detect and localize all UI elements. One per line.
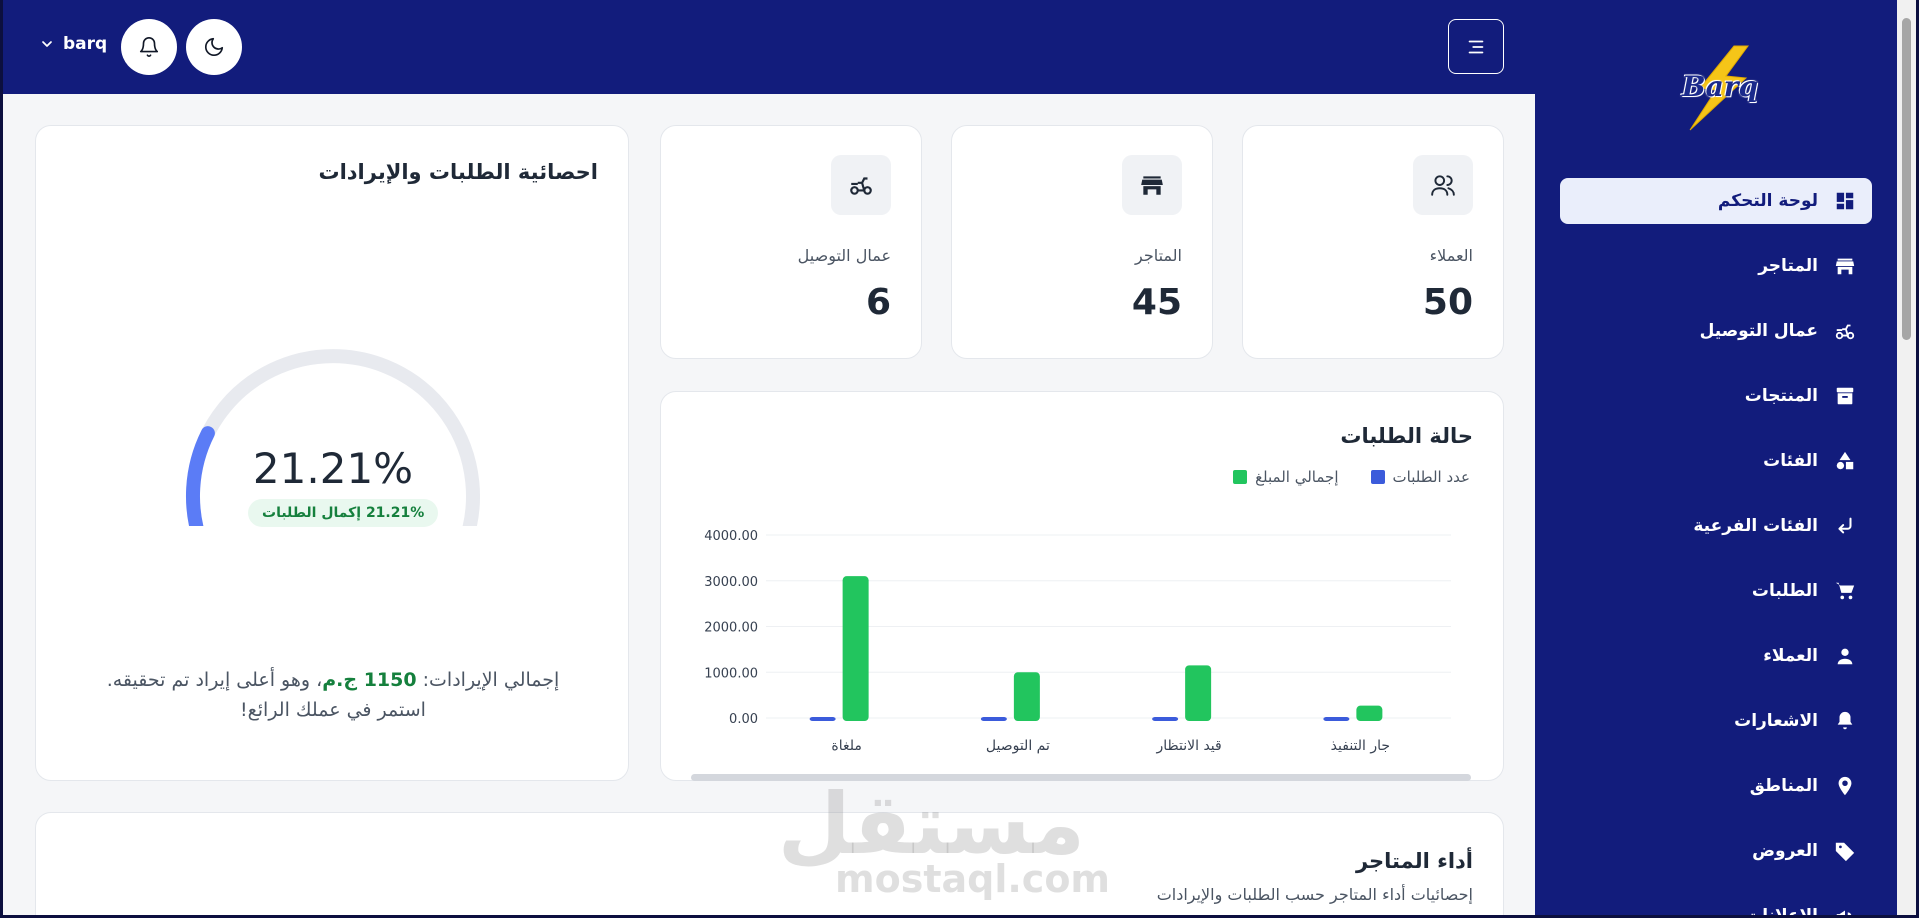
bar-order-count[interactable] — [1152, 717, 1179, 721]
location-pin-icon — [1832, 773, 1858, 799]
orders-card-title: حالة الطلبات — [1340, 424, 1473, 448]
bell-icon — [139, 37, 159, 57]
page-scrollbar[interactable] — [1897, 0, 1916, 918]
revenue-summary: إجمالي الإيرادات: 1150 ج.م، وهو أعلى إير… — [33, 665, 633, 725]
menu-toggle-button[interactable] — [1448, 19, 1504, 74]
bar-total-amount[interactable] — [1185, 665, 1212, 721]
bar-order-count[interactable] — [809, 717, 836, 721]
revenue-card: احصائية الطلبات والإيرادات 21.21% 21.21%… — [35, 125, 629, 781]
username: barq — [63, 34, 108, 54]
sidebar-nav: لوحة التحكم المتاجر عمال التوصيل المنتجا… — [1560, 178, 1872, 918]
chart-legend: إجمالي المبلغ عدد الطلبات — [1233, 468, 1470, 486]
users-icon — [1413, 155, 1473, 215]
moon-icon — [204, 37, 224, 57]
sidebar-item-products[interactable]: المنتجات — [1560, 373, 1872, 419]
y-tick-label: 3000.00 — [704, 575, 758, 590]
x-tick-label: تم التوصيل — [986, 738, 1050, 754]
sidebar-item-categories[interactable]: الفئات — [1560, 438, 1872, 484]
revenue-encouragement: استمر في عملك الرائع! — [240, 699, 426, 721]
chart-horizontal-scrollbar[interactable] — [691, 774, 1471, 781]
sidebar-item-drivers[interactable]: عمال التوصيل — [1560, 308, 1872, 354]
store-icon — [1832, 253, 1858, 279]
scrollbar-thumb[interactable] — [1902, 18, 1911, 340]
sidebar-item-notifications[interactable]: الاشعارات — [1560, 698, 1872, 744]
gauge-percent: 21.21% — [252, 444, 414, 493]
stat-card-stores: المتاجر 45 — [951, 125, 1213, 359]
stores-card-title: أداء المتاجر — [1355, 849, 1473, 873]
stat-value: 45 — [1131, 282, 1182, 323]
bell-icon — [1832, 708, 1858, 734]
bar-total-amount[interactable] — [842, 576, 869, 721]
user-menu[interactable]: barq — [39, 34, 107, 54]
y-tick-label: 2000.00 — [704, 621, 758, 636]
stat-label: العملاء — [1429, 246, 1473, 265]
stores-card-subtitle: إحصائيات أداء المتاجر حسب الطلبات والإير… — [1156, 885, 1473, 904]
stat-value: 50 — [1422, 282, 1473, 323]
bar-order-count[interactable] — [980, 717, 1007, 721]
store-icon — [1122, 155, 1182, 215]
tag-icon — [1832, 838, 1858, 864]
sidebar-item-regions[interactable]: المناطق — [1560, 763, 1872, 809]
person-icon — [1832, 643, 1858, 669]
y-tick-label: 4000.00 — [704, 529, 758, 544]
archive-box-icon — [1832, 383, 1858, 409]
bar-total-amount[interactable] — [1013, 672, 1040, 721]
delivery-scooter-icon — [1832, 318, 1858, 344]
delivery-scooter-icon — [831, 155, 891, 215]
sidebar: Barq لوحة التحكم المتاجر عمال التوصيل ال… — [1535, 0, 1897, 918]
legend-swatch — [1370, 470, 1385, 484]
bar-order-count[interactable] — [1323, 717, 1350, 721]
y-tick-label: 0.00 — [729, 712, 758, 727]
stat-label: المتاجر — [1135, 246, 1182, 265]
cart-icon — [1832, 578, 1858, 604]
completion-gauge — [185, 349, 480, 526]
dashboard-icon — [1832, 188, 1858, 214]
sidebar-item-stores[interactable]: المتاجر — [1560, 243, 1872, 289]
revenue-card-title: احصائية الطلبات والإيرادات — [318, 160, 598, 184]
notifications-button[interactable] — [121, 19, 177, 75]
menu-icon — [1468, 40, 1484, 53]
revenue-amount: 1150 ج.م — [322, 669, 417, 691]
sidebar-item-dashboard[interactable]: لوحة التحكم — [1560, 178, 1872, 224]
x-tick-label: قيد الانتظار — [1156, 738, 1222, 754]
barq-logo — [1689, 45, 1749, 131]
legend-label[interactable]: إجمالي المبلغ — [1255, 468, 1339, 486]
stat-value: 6 — [865, 282, 891, 323]
completion-badge: 21.21% إكمال الطلبات — [248, 499, 439, 527]
sidebar-item-subcategories[interactable]: الفئات الفرعية — [1560, 503, 1872, 549]
logo-text: Barq — [1681, 70, 1759, 103]
bar-total-amount[interactable] — [1356, 705, 1383, 721]
legend-swatch — [1233, 470, 1248, 484]
sidebar-item-ads[interactable]: الإعلانات — [1560, 893, 1872, 918]
x-tick-label: ملغاة — [831, 738, 862, 754]
gauge-fill — [185, 426, 215, 526]
stores-performance-card: أداء المتاجر إحصائيات أداء المتاجر حسب ا… — [35, 812, 1504, 918]
orders-bar-chart: 4000.00 3000.00 2000.00 1000.00 0.00 جار التن… — [704, 529, 1451, 754]
sidebar-item-customers[interactable]: العملاء — [1560, 633, 1872, 679]
sidebar-item-offers[interactable]: العروض — [1560, 828, 1872, 874]
stat-card-customers: العملاء 50 — [1242, 125, 1504, 359]
top-header: barq — [3, 0, 1535, 94]
revenue-prefix: إجمالي الإيرادات: — [416, 669, 560, 691]
sidebar-item-orders[interactable]: الطلبات — [1560, 568, 1872, 614]
shapes-icon — [1832, 448, 1858, 474]
stat-label: عمال التوصيل — [797, 246, 891, 265]
chevron-down-icon — [42, 41, 52, 47]
y-tick-label: 1000.00 — [704, 666, 758, 681]
megaphone-icon — [1832, 903, 1858, 918]
stat-card-drivers: عمال التوصيل 6 — [660, 125, 922, 359]
x-tick-label: جار التنفيذ — [1331, 738, 1390, 754]
revenue-suffix: ، وهو أعلى إيراد تم تحقيقه. — [106, 669, 323, 691]
orders-status-card: حالة الطلبات إجمالي المبلغ عدد الطلبات 4… — [660, 391, 1504, 781]
dark-mode-toggle[interactable] — [186, 19, 242, 75]
legend-label[interactable]: عدد الطلبات — [1392, 468, 1471, 486]
subdirectory-arrow-icon — [1832, 513, 1858, 539]
